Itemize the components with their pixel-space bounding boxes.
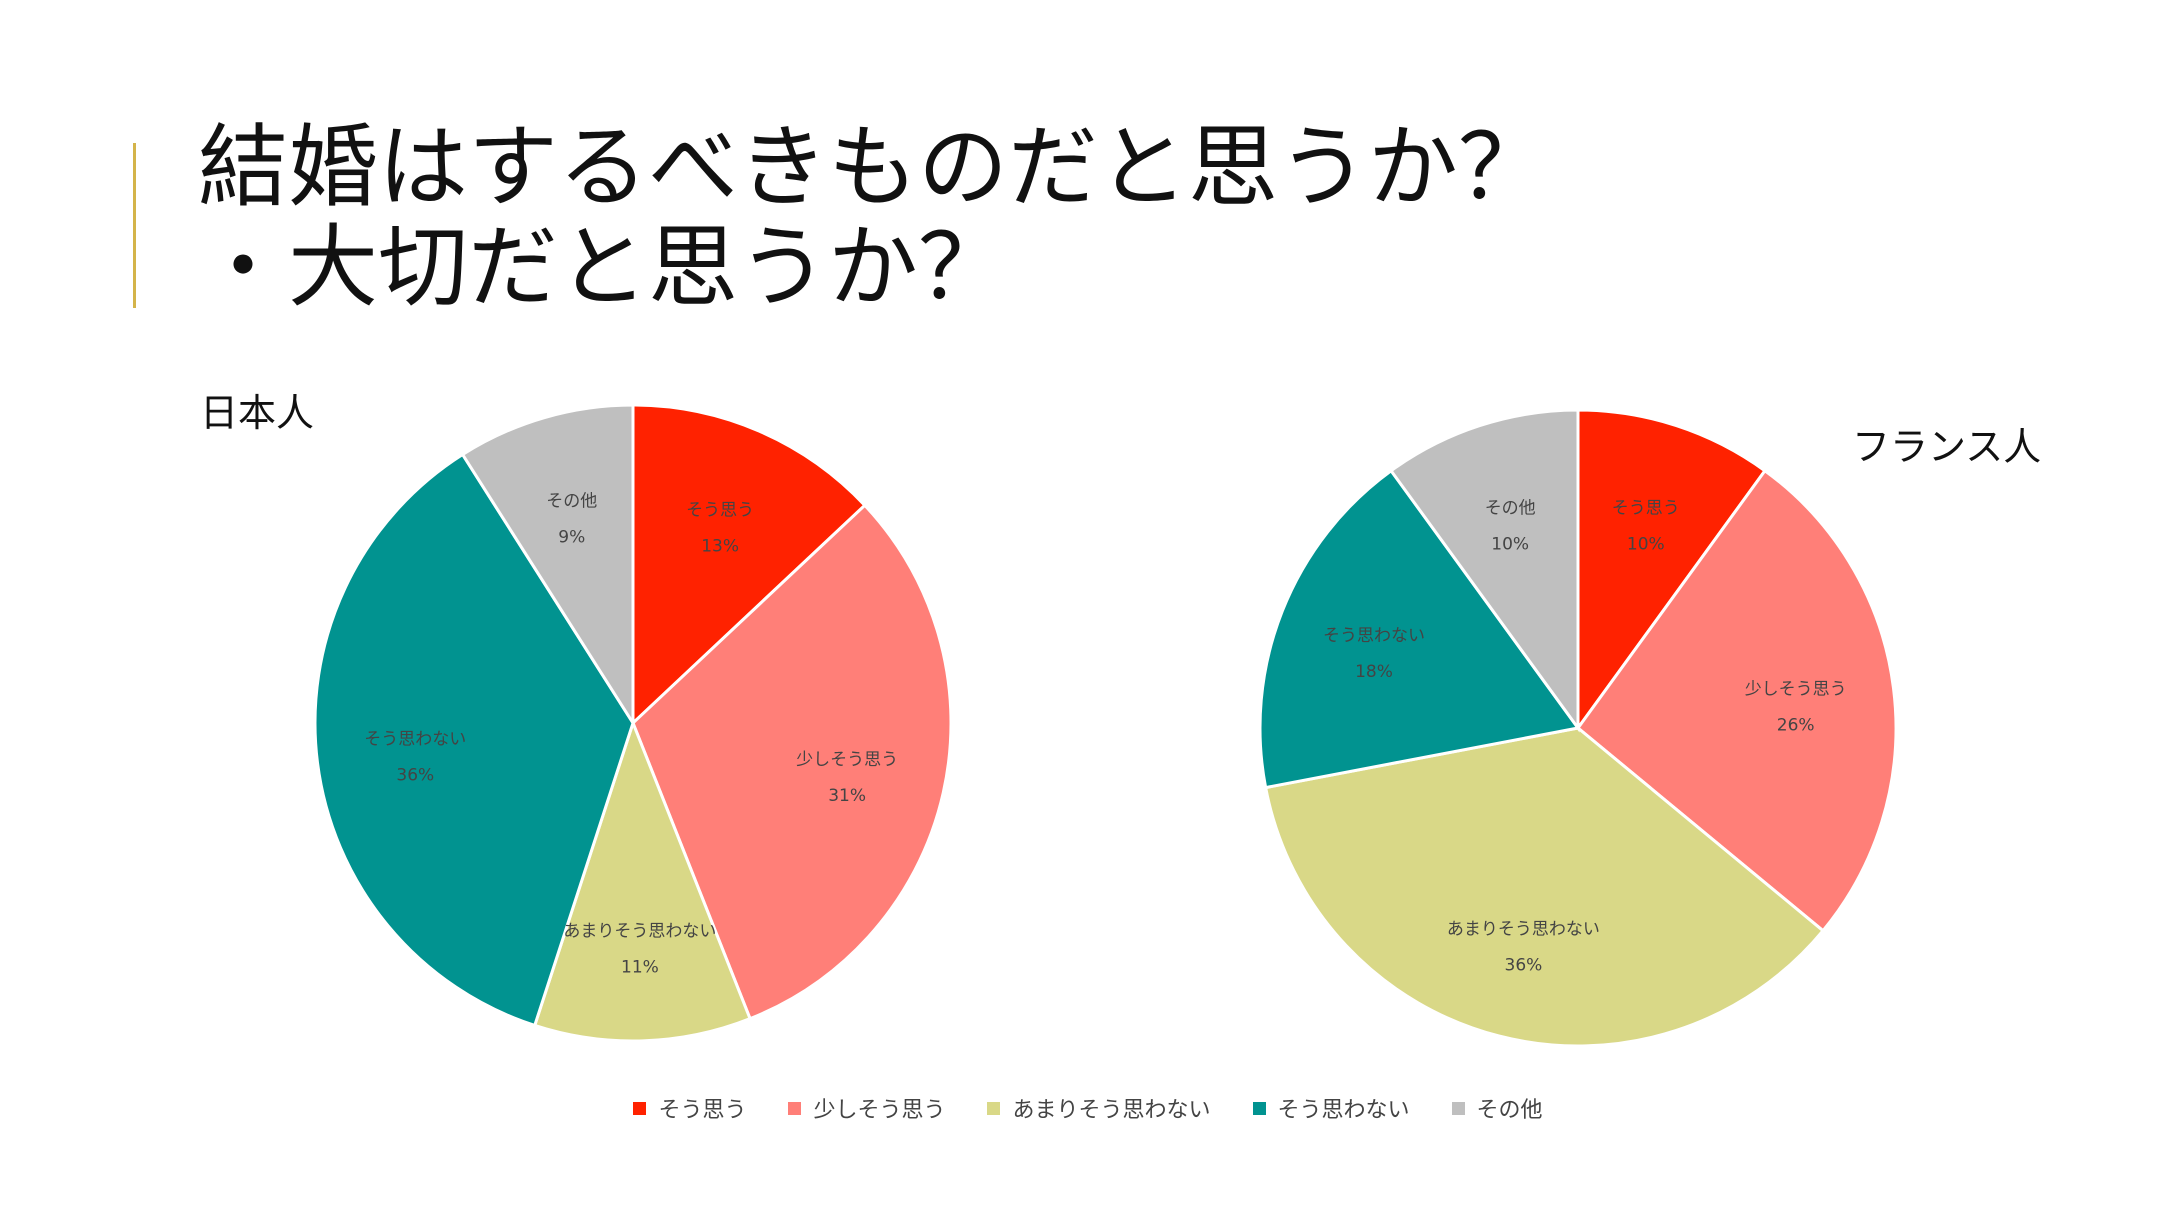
data-label-category: そう思う (686, 501, 754, 521)
legend-item-sou-omou: そう思う (633, 1092, 746, 1124)
legend-item-amari-sou-omowanai: あまりそう思わない (987, 1092, 1211, 1124)
data-label-value: 36% (1505, 956, 1543, 976)
data-label-value: 9% (558, 527, 585, 547)
pie-slice-sou-omou (1576, 408, 1768, 733)
legend-label: あまりそう思わない (1012, 1098, 1211, 1123)
data-label-value: 36% (396, 766, 434, 786)
pie-chart-france: そう思う 10% 少しそう思う 26% あまりそう思わない 36% そう思わない 18% その他… (1258, 408, 1898, 1048)
data-label-category: 少しそう思う (1745, 680, 1847, 700)
legend-label: そう思わない (1277, 1098, 1410, 1123)
legend-item-sukoshi-sou-omou: 少しそう思う (788, 1092, 945, 1124)
data-label-category: その他 (546, 491, 597, 511)
pie-slice-sukoshi-sou-omou (631, 503, 953, 1021)
legend-item-sou-omowanai: そう思わない (1252, 1092, 1410, 1124)
data-label-value: 10% (1627, 534, 1665, 554)
data-label-category: そう思う (1612, 498, 1680, 518)
data-label-category: 少しそう思う (796, 750, 898, 770)
pie-slice-sukoshi-sou-omou (1575, 468, 1898, 933)
data-label-category: あまりそう思わない (563, 921, 716, 941)
chart-title-japan: 日本人 (200, 391, 315, 435)
legend-swatch (987, 1101, 1001, 1115)
slide-title: 結婚はするべきものだと思うか？ ・大切だと思うか？ (198, 118, 1548, 318)
data-label-value: 13% (701, 537, 739, 557)
pie-slice-sou-omowanai (313, 452, 635, 1028)
data-label-category: その他 (1485, 498, 1536, 518)
pie-slice-amari-sou-omowanai (1263, 726, 1826, 1048)
chart-title-france: フランス人 (1852, 425, 2042, 469)
pie-slice-sou-omou (631, 403, 867, 727)
data-label-value: 11% (621, 957, 659, 977)
data-label-value: 18% (1355, 662, 1393, 682)
legend-swatch (1252, 1101, 1266, 1115)
legend-swatch (1451, 1101, 1465, 1115)
chart-legend: そう思う 少しそう思う あまりそう思わない そう思わない その他 (0, 1092, 2176, 1124)
legend-item-sonota: その他 (1451, 1092, 1543, 1124)
slide-title-line-1: 結婚はするべきものだと思うか？ (198, 115, 1548, 220)
pie-slice-sou-omowanai (1258, 468, 1581, 790)
pie-chart-japan: そう思う 13% 少しそう思う 31% あまりそう思わない 11% そう思わない 36% その他… (313, 403, 953, 1043)
legend-label: 少しそう思う (813, 1098, 946, 1123)
data-label-category: そう思わない (364, 730, 466, 750)
data-label-value: 26% (1777, 716, 1815, 736)
data-label-value: 31% (828, 786, 866, 806)
data-label-value: 10% (1491, 534, 1529, 554)
pie-slice-sonota (1388, 408, 1580, 733)
title-accent-bar (133, 143, 136, 308)
data-label-category: あまりそう思わない (1447, 920, 1600, 940)
legend-label: その他 (1476, 1098, 1543, 1123)
legend-swatch (788, 1101, 802, 1115)
data-label-category: そう思わない (1323, 626, 1425, 646)
legend-label: そう思う (658, 1098, 747, 1123)
pie-slice-amari-sou-omowanai (532, 718, 753, 1043)
slide-title-line-2: ・大切だと思うか？ (198, 215, 1008, 320)
pie-slice-sonota (460, 403, 635, 729)
legend-swatch (633, 1101, 647, 1115)
